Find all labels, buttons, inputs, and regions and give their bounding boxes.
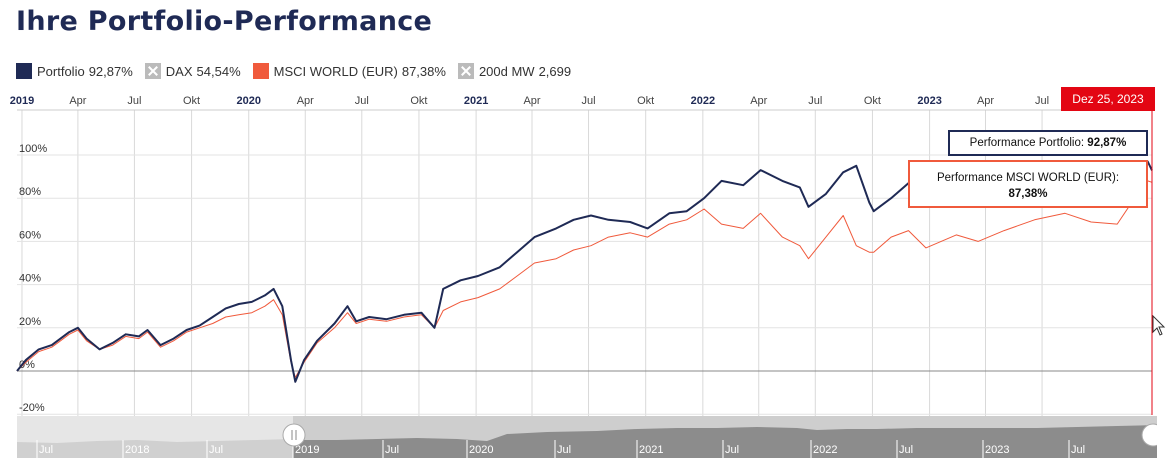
legend-value-200d: 2,699 [538, 63, 572, 79]
x-tick-label: Jul [1035, 95, 1049, 107]
legend-label-portfolio: Portfolio [37, 63, 85, 79]
navigator-label: Jul [209, 444, 223, 456]
navigator-label: 2021 [639, 444, 663, 456]
tooltip-msci: Performance MSCI WORLD (EUR): 87,38% [908, 160, 1148, 208]
navigator-area-selected [293, 425, 1157, 458]
navigator-label: Jul [39, 444, 53, 456]
legend-disabled-x-icon [144, 63, 161, 79]
legend-value-dax: 54,54% [196, 63, 241, 79]
y-tick-label: 100% [19, 143, 47, 155]
tooltip-msci-value: 87,38% [1008, 188, 1048, 200]
navigator-area-left [17, 439, 293, 458]
x-tick-label: 2021 [464, 95, 488, 107]
y-tick-label: 20% [19, 316, 41, 328]
crosshair-date-flag: Dez 25, 2023 [1061, 87, 1155, 111]
legend-swatch-msci [252, 63, 269, 79]
navigator-label: Jul [557, 444, 571, 456]
x-tick-label: Okt [864, 95, 881, 107]
page-title: Ihre Portfolio-Performance [16, 6, 433, 37]
y-tick-label: -20% [19, 402, 45, 414]
x-tick-label: Jul [808, 95, 822, 107]
legend-label-dax: DAX [165, 63, 193, 79]
x-tick-label: Apr [977, 95, 994, 107]
tooltip-portfolio-value: 92,87% [1087, 137, 1127, 149]
x-tick-label: Jul [582, 95, 596, 107]
navigator-handle-right[interactable] [1141, 423, 1157, 447]
legend-item-portfolio[interactable]: Portfolio 92,87% [16, 63, 133, 79]
series-lines [16, 160, 1153, 383]
tooltip-portfolio: Performance Portfolio: 92,87% [948, 130, 1148, 156]
legend-item-200d[interactable]: 200d MW 2,699 [457, 63, 572, 79]
x-tick-label: Okt [410, 95, 427, 107]
x-tick-label: Apr [750, 95, 767, 107]
x-tick-label: Okt [183, 95, 200, 107]
series-line-portfolio [16, 160, 1153, 383]
navigator-label: 2023 [985, 444, 1009, 456]
navigator-label: 2019 [295, 444, 319, 456]
navigator-handle-left[interactable] [282, 423, 306, 447]
mouse-cursor-icon [1152, 315, 1166, 336]
navigator-label: 2022 [813, 444, 837, 456]
performance-chart[interactable]: 2019 Apr Jul Okt 2020 Apr Jul Okt 2021 Apr Jul Okt 2… [0, 0, 1170, 420]
legend-value-msci: 87,38% [401, 63, 446, 79]
navigator-label: Jul [385, 444, 399, 456]
y-tick-label: 60% [19, 229, 41, 241]
y-tick-label: 80% [19, 186, 41, 198]
x-tick-label: Jul [127, 95, 141, 107]
x-tick-label: Jul [355, 95, 369, 107]
legend-item-msci[interactable]: MSCI WORLD (EUR) 87,38% [252, 63, 446, 79]
legend-value-portfolio: 92,87% [88, 63, 133, 79]
x-tick-label: Okt [637, 95, 654, 107]
navigator-label: Jul [899, 444, 913, 456]
tooltip-portfolio-label: Performance Portfolio: [969, 137, 1085, 149]
x-tick-label: 2022 [691, 95, 715, 107]
x-tick-label: 2023 [917, 95, 941, 107]
x-tick-label: Apr [523, 95, 540, 107]
navigator-label: 2020 [469, 444, 493, 456]
x-tick-label: Apr [69, 95, 86, 107]
x-tick-label: Apr [297, 95, 314, 107]
x-tick-label: 2020 [236, 95, 260, 107]
legend-item-dax[interactable]: DAX 54,54% [144, 63, 241, 79]
y-axis-labels: 100%80%60%40%20%0%-20% [19, 143, 47, 414]
legend-disabled-x-icon [457, 63, 474, 79]
navigator-labels: Jul 2018 Jul 2019 Jul 2020 Jul 2021 Jul 2022 Jul 20… [36, 440, 1085, 458]
series-line-msci-world-eur- [16, 180, 1153, 378]
x-tick-label: 2019 [10, 95, 34, 107]
range-navigator[interactable]: Jul 2018 Jul 2019 Jul 2020 Jul 2021 Jul 2022 Jul 20… [17, 416, 1157, 458]
chart-legend: Portfolio 92,87% DAX 54,54% MSCI WORLD (… [16, 61, 583, 81]
navigator-label: Jul [1071, 444, 1085, 456]
legend-label-200d: 200d MW [478, 63, 535, 79]
navigator-label: 2018 [125, 444, 149, 456]
tooltip-msci-label: Performance MSCI WORLD (EUR): [936, 172, 1120, 184]
y-tick-label: 40% [19, 273, 41, 285]
navigator-label: Jul [725, 444, 739, 456]
x-axis-labels: 2019 Apr Jul Okt 2020 Apr Jul Okt 2021 Apr Jul Okt 2… [10, 95, 1049, 107]
legend-swatch-portfolio [16, 63, 32, 79]
legend-label-msci: MSCI WORLD (EUR) [273, 63, 398, 79]
